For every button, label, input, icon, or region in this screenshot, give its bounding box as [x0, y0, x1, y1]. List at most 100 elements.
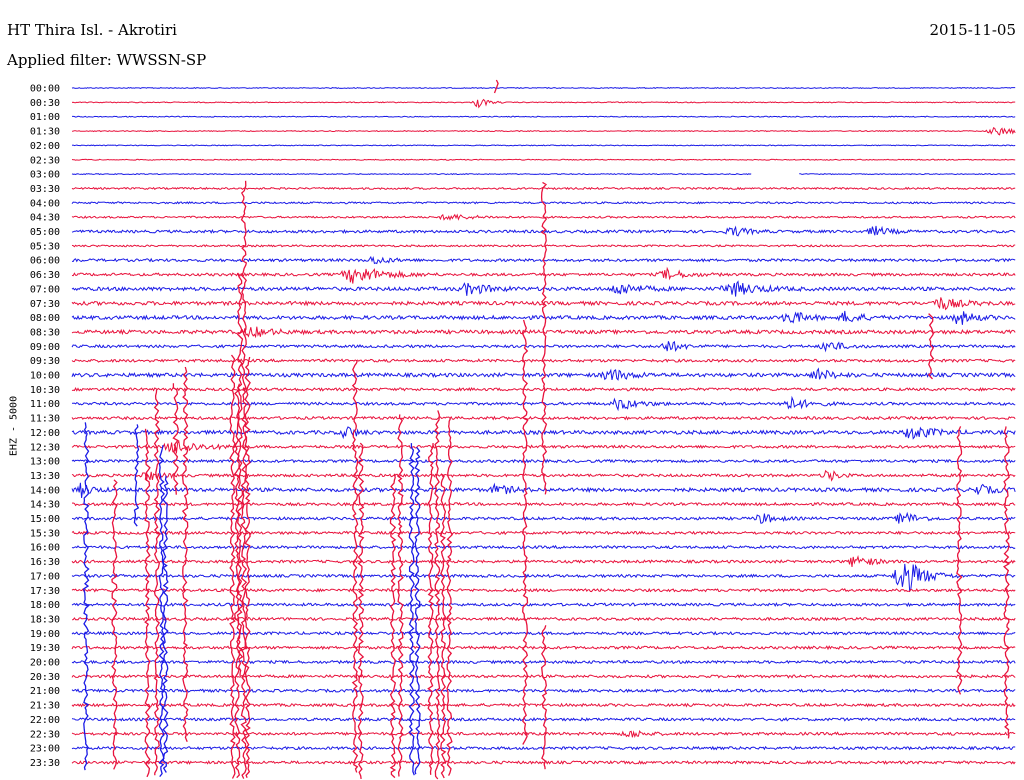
trace-line — [71, 213, 1016, 221]
trace-line — [71, 86, 1016, 90]
trace-line — [71, 729, 1016, 738]
time-label: 10:00 — [30, 371, 60, 382]
time-label: 12:30 — [30, 442, 60, 453]
trace-line — [71, 602, 1016, 608]
time-label: 14:00 — [30, 485, 60, 496]
spike-mark — [153, 389, 161, 776]
time-label: 08:30 — [30, 327, 60, 338]
time-label: 15:00 — [30, 514, 60, 525]
time-label: 16:30 — [30, 557, 60, 568]
time-label: 08:00 — [30, 313, 60, 324]
spike-mark — [408, 443, 415, 776]
trace-line — [71, 201, 1016, 205]
time-label: 19:00 — [30, 629, 60, 640]
time-label: 15:30 — [30, 528, 60, 539]
trace-line — [71, 340, 1016, 353]
spike-mark — [357, 442, 365, 779]
time-label: 00:00 — [30, 84, 60, 95]
spike-mark — [927, 313, 935, 380]
time-label: 02:00 — [30, 141, 60, 152]
time-label: 09:30 — [30, 356, 60, 367]
trace-line — [71, 266, 1016, 284]
time-label: 13:30 — [30, 471, 60, 482]
spike-mark — [1003, 426, 1011, 739]
trace-line — [71, 544, 1016, 550]
spike-mark — [144, 428, 151, 778]
time-label: 05:30 — [30, 241, 60, 252]
time-label: 05:00 — [30, 227, 60, 238]
time-label: 01:00 — [30, 112, 60, 123]
spike-mark — [172, 383, 179, 495]
spike-mark — [439, 473, 447, 779]
time-label: 01:30 — [30, 127, 60, 138]
trace-line — [71, 367, 1016, 381]
spike-mark — [158, 444, 165, 778]
spike-mark — [236, 272, 244, 676]
time-label: 22:00 — [30, 715, 60, 726]
time-label: 06:00 — [30, 256, 60, 267]
time-label: 07:30 — [30, 299, 60, 310]
spike-mark — [414, 446, 421, 775]
time-label: 20:00 — [30, 658, 60, 669]
trace-line — [71, 310, 1016, 325]
time-label: 16:00 — [30, 543, 60, 554]
time-label: 10:30 — [30, 385, 60, 396]
time-label: 02:30 — [30, 155, 60, 166]
time-label: 04:00 — [30, 198, 60, 209]
time-label: 09:00 — [30, 342, 60, 353]
time-label: 07:00 — [30, 284, 60, 295]
trace-line — [72, 115, 1016, 118]
spike-mark — [427, 443, 434, 775]
spike-mark — [397, 414, 404, 777]
trace-line — [71, 659, 1016, 665]
spike-mark — [541, 625, 548, 770]
time-label: 14:30 — [30, 500, 60, 511]
time-label: 06:30 — [30, 270, 60, 281]
spike-mark — [351, 360, 359, 773]
record-date: 2015-11-05 — [929, 21, 1016, 39]
time-label: 18:00 — [30, 600, 60, 611]
trace-line — [71, 158, 1016, 161]
spike-mark — [956, 426, 963, 695]
spike-mark — [162, 475, 169, 773]
filter-label: Applied filter: WWSSN-SP — [7, 51, 207, 69]
time-label: 03:00 — [30, 170, 60, 181]
trace-line — [71, 630, 1016, 636]
trace-line — [71, 530, 1016, 536]
time-label: 13:00 — [30, 457, 60, 468]
time-label: 21:00 — [30, 686, 60, 697]
time-label: 03:30 — [30, 184, 60, 195]
spike-mark — [434, 410, 441, 780]
spike-mark — [133, 424, 140, 527]
spike-mark — [446, 418, 453, 776]
time-label: 11:00 — [30, 399, 60, 410]
trace-line — [71, 555, 1016, 567]
spike-mark — [521, 319, 529, 745]
spike-mark — [111, 479, 118, 770]
time-label: 17:00 — [30, 571, 60, 582]
trace-line — [71, 587, 1016, 593]
time-label: 04:30 — [30, 213, 60, 224]
time-label: 23:00 — [30, 744, 60, 755]
trace-line — [71, 645, 1016, 651]
trace-line — [71, 415, 1016, 421]
time-label: 11:30 — [30, 414, 60, 425]
trace-line — [71, 501, 1016, 507]
time-label: 18:30 — [30, 614, 60, 625]
trace-line — [71, 426, 1016, 440]
spike-mark — [229, 354, 236, 779]
time-label: 12:00 — [30, 428, 60, 439]
trace-line — [71, 717, 1016, 722]
trace-line — [71, 760, 1016, 765]
trace-line — [71, 127, 1016, 136]
trace-line — [71, 395, 1016, 412]
spike-mark — [244, 356, 251, 779]
trace-line — [71, 173, 1016, 176]
trace-line — [71, 244, 1016, 248]
time-label: 17:30 — [30, 586, 60, 597]
trace-line — [71, 688, 1016, 694]
time-label: 21:30 — [30, 701, 60, 712]
spike-mark — [540, 181, 548, 495]
trace-line — [71, 702, 1016, 708]
